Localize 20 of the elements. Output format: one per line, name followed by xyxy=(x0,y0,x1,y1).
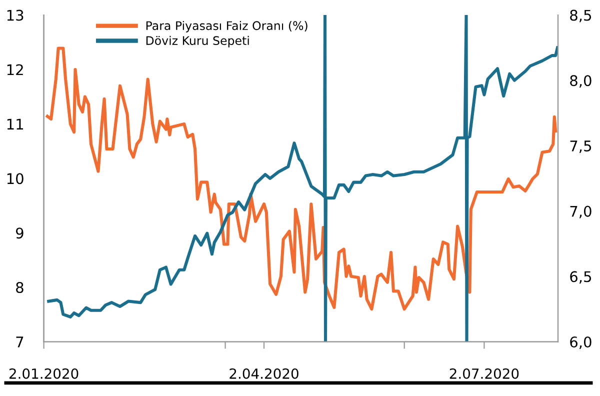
y2-tick-label: 6,0 xyxy=(570,336,592,349)
y-tick-label: 9 xyxy=(16,228,24,239)
line-series xyxy=(46,46,558,311)
y2-tick-label: 8,0 xyxy=(570,75,592,88)
y2-tick-label: 7,5 xyxy=(570,140,592,153)
y2-tick-label: 8,5 xyxy=(570,10,592,22)
legend-label: Para Piyasası Faiz Oranı (%) xyxy=(146,20,308,32)
line-series xyxy=(47,15,558,342)
x-tick-label: 2.04.2020 xyxy=(230,368,298,379)
y2-tick-label: 7,0 xyxy=(570,206,592,218)
legend-label: Döviz Kuru Sepeti xyxy=(146,36,249,48)
y-tick-label: 10 xyxy=(7,173,24,184)
y-tick-label: 12 xyxy=(7,64,23,76)
y-tick-label: 8 xyxy=(16,282,24,294)
y-tick-label: 11 xyxy=(7,118,24,130)
x-tick-label: 2.07.2020 xyxy=(450,368,519,379)
x-tick-label: 2.01.2020 xyxy=(9,368,78,379)
y-tick-label: 13 xyxy=(7,10,24,21)
y-tick-label: 7 xyxy=(16,336,24,348)
y2-tick-label: 6,5 xyxy=(570,271,592,284)
